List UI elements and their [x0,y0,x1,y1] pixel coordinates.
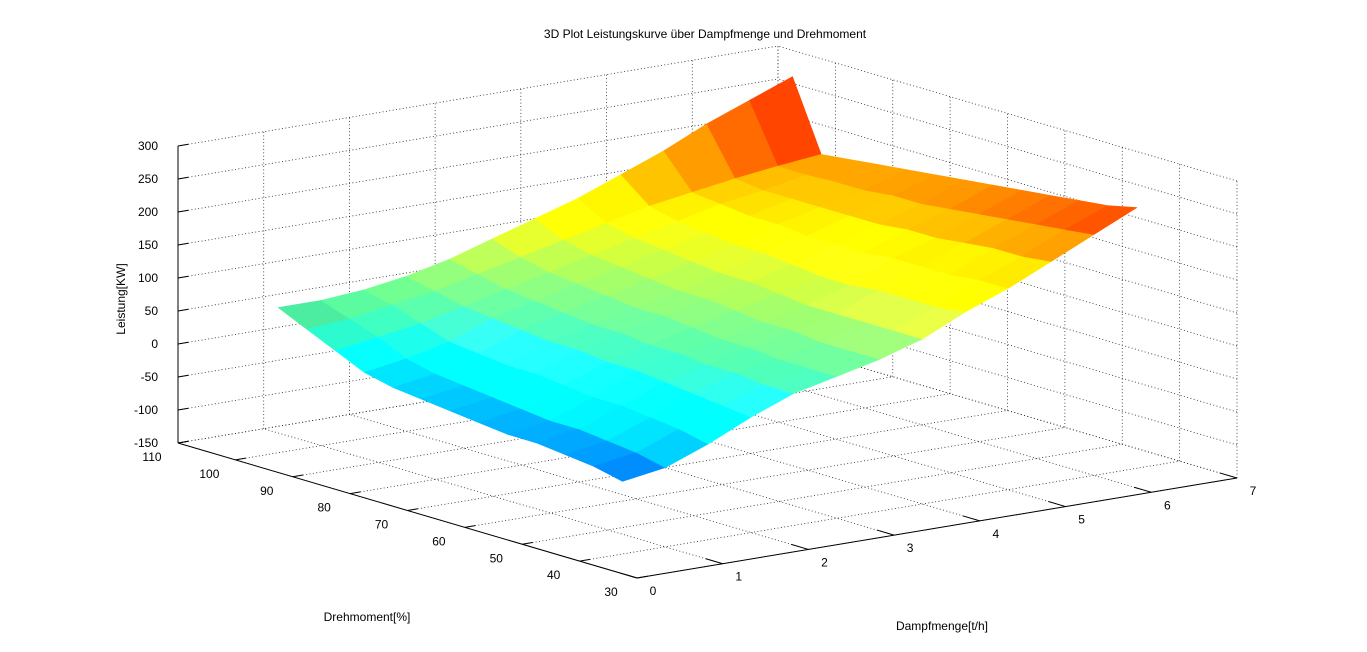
z-tick-label: 200 [138,205,158,219]
y-tick-label: 70 [375,518,389,532]
z-tick-label: 300 [138,139,158,153]
z-tick-label: 250 [138,172,158,186]
x-tick-mark [962,515,980,522]
floor-gridline-x [349,414,809,550]
x-tick-label: 5 [1078,513,1085,527]
backwall-gridline-z [177,78,779,180]
y-tick-mark [522,542,533,545]
floor-gridline-y [464,426,1065,528]
x-tick-mark [705,558,723,565]
y-tick-label: 50 [490,551,504,565]
z-tick-label: 100 [138,271,158,285]
y-tick-label: 80 [317,501,331,515]
floor-gridline-y [350,393,951,495]
backwall-gridline-z [177,111,779,213]
floor-gridline-x [263,428,723,565]
floor-gridline-y [407,410,1008,511]
x-axis-line [636,477,1238,579]
z-tick-label: -50 [141,370,159,384]
z-axis-label: Leistung[KW] [114,263,128,334]
z-tick-label: -100 [134,403,158,417]
z-tick-mark [177,407,189,411]
x-tick-mark [876,529,895,536]
y-tick-label: 60 [432,534,446,548]
y-tick-mark [292,474,304,478]
x-axis-label: Dampfmenge[t/h] [896,619,988,633]
chart-title: 3D Plot Leistungskurve über Dampfmenge u… [544,27,867,41]
y-tick-mark [579,558,590,562]
y-tick-mark [464,525,476,528]
x-tick-label: 7 [1250,484,1257,498]
z-tick-mark [177,143,189,147]
z-tick-mark [177,374,189,378]
z-tick-mark [177,209,189,213]
z-tick-label: 0 [151,337,158,351]
y-tick-mark [350,491,361,495]
y-tick-mark [636,575,648,579]
z-tick-mark [177,308,189,312]
z-tick-mark [177,341,189,345]
backwall-gridline-z [177,45,779,147]
x-tick-label: 0 [650,584,657,598]
tick-labels: 0 1 2 3 4 5 6 7 30 40 50 60 70 80 90 100 110-150 -100 -50 0… [134,139,1257,599]
z-tick-mark [177,176,189,180]
x-tick-mark [791,543,809,550]
x-tick-mark [1219,472,1238,479]
sidewall-gridline-z [777,78,1238,215]
z-tick-label: 150 [138,238,158,252]
floor-gridline-y [522,443,1123,545]
surface-patch [1064,205,1138,235]
sidewall-gridline-z [777,111,1238,248]
y-tick-label: 100 [199,467,219,481]
z-tick-label: 50 [145,304,159,318]
x-tick-label: 4 [993,527,1000,541]
x-tick-mark [619,572,638,579]
x-tick-mark [1048,501,1066,508]
x-tick-label: 1 [735,570,742,584]
z-tick-mark [177,242,189,246]
y-tick-label: 40 [547,568,561,582]
y-tick-label: 90 [260,484,274,498]
sidewall-gridline-z [777,45,1238,182]
y-tick-label: 110 [142,450,161,464]
y-tick-mark [235,457,246,461]
x-tick-label: 3 [907,541,914,555]
x-tick-label: 2 [821,555,828,569]
z-tick-mark [177,440,189,444]
floor-gridline-y [579,460,1180,562]
y-tick-mark [407,508,418,511]
surface-plot [277,76,1138,482]
y-axis-label: Drehmoment[%] [324,610,411,624]
x-tick-mark [1133,486,1152,493]
axis-layer [177,143,1238,579]
z-tick-label: -150 [134,436,158,450]
y-tick-label: 30 [604,585,618,599]
z-tick-mark [177,275,189,279]
x-tick-label: 6 [1164,498,1171,512]
